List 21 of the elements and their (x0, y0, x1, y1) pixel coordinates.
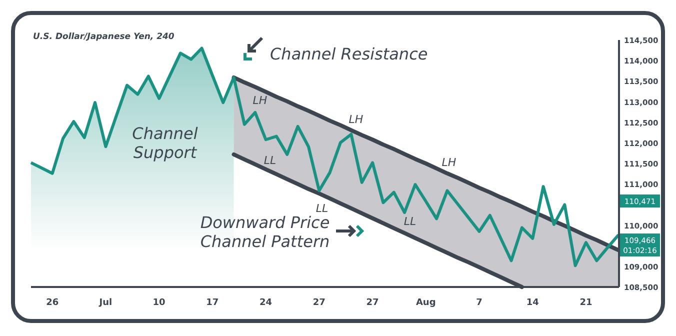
annotation: Channel Resistance (270, 44, 428, 64)
annotation: LH (252, 94, 268, 107)
annotation: Downward Price Channel Pattern (200, 213, 330, 252)
x-tick-label: 27 (312, 298, 326, 308)
x-tick-label: 26 (46, 298, 59, 308)
x-tick-label: 14 (526, 298, 539, 308)
x-tick-label: 17 (206, 298, 219, 308)
annotation: LH (348, 112, 364, 126)
x-tick-label: Aug (416, 298, 436, 308)
x-tick-label: 21 (580, 298, 592, 308)
x-tick-label: 7 (476, 298, 482, 308)
annotation: LH (442, 156, 456, 169)
x-tick-label: 10 (152, 298, 166, 308)
x-tick-label: 27 (366, 298, 379, 308)
annotation: LL (316, 202, 328, 215)
x-tick-label: Jul (98, 298, 112, 308)
annotation: LL (404, 214, 416, 228)
annotation: Channel Support (132, 124, 198, 162)
x-tick-label: 24 (260, 298, 272, 308)
chart-title: U.S. Dollar/Japanese Yen, 240 (33, 32, 174, 42)
annotation: LL (264, 154, 276, 167)
